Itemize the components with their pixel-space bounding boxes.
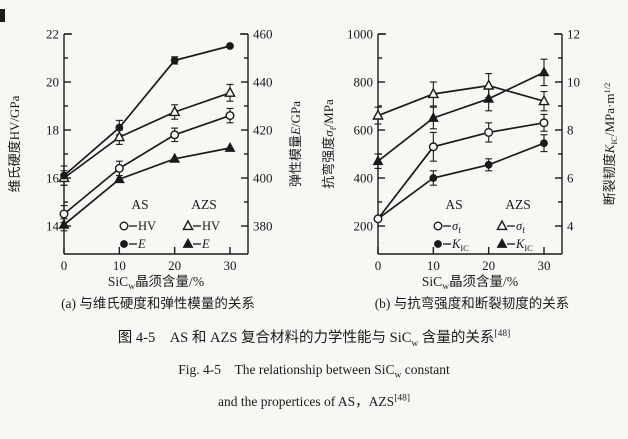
- chart-b-plot: 200 400 600 800 1000 4 6 8 10 12 0 10 20 30 AS σf KIC AZS…: [347, 27, 580, 274]
- chart-b-right-axis-label: 断裂韧度KIC/MPa·m1/2: [602, 83, 619, 206]
- chart-a-panel: 14 16 18 20 22 380 400 420 440 460 0 10 20 30 AS HV E AZS…: [6, 4, 310, 312]
- chart-a-plot: 14 16 18 20 22 380 400 420 440 460 0 10 20 30 AS HV E AZS…: [46, 27, 273, 274]
- svg-text:HV: HV: [202, 219, 220, 233]
- svg-text:KIC: KIC: [515, 237, 533, 253]
- svg-text:6: 6: [567, 171, 574, 186]
- svg-text:8: 8: [567, 123, 574, 138]
- svg-text:16: 16: [46, 171, 60, 186]
- svg-text:E: E: [137, 237, 146, 251]
- svg-text:400: 400: [354, 171, 374, 186]
- svg-text:KIC: KIC: [451, 237, 469, 253]
- chart-b-x-axis-label: SiCw晶须含量/%: [422, 274, 518, 292]
- svg-text:460: 460: [253, 27, 273, 42]
- scan-artifact: [0, 9, 5, 22]
- svg-text:AS: AS: [131, 197, 148, 212]
- svg-text:14: 14: [46, 219, 60, 234]
- svg-text:20: 20: [482, 258, 495, 273]
- figure-4-5: 14 16 18 20 22 380 400 420 440 460 0 10 20 30 AS HV E AZS…: [6, 4, 624, 409]
- chart-b: 200 400 600 800 1000 4 6 8 10 12 0 10 20 30 AS σf KIC AZS…: [321, 27, 619, 293]
- figure-caption-en-line2: and the propertices of AS，AZS[48]: [217, 393, 411, 409]
- svg-text:4: 4: [567, 219, 574, 234]
- svg-text:200: 200: [354, 219, 374, 234]
- figure-caption-en-line1: Fig. 4-5 The relationship between SiCw c…: [178, 361, 450, 381]
- svg-text:AZS: AZS: [505, 197, 531, 212]
- chart-a-x-axis-label: SiCw晶须含量/%: [108, 274, 204, 292]
- svg-text:30: 30: [224, 258, 237, 273]
- chart-a-right-axis-label: 弹性模量E/GPa: [288, 101, 303, 187]
- svg-text:10: 10: [113, 258, 126, 273]
- svg-text:380: 380: [253, 219, 273, 234]
- svg-text:440: 440: [253, 75, 273, 90]
- svg-text:AS: AS: [445, 197, 462, 212]
- svg-text:20: 20: [46, 75, 59, 90]
- svg-text:22: 22: [46, 27, 59, 42]
- svg-text:10: 10: [567, 75, 580, 90]
- svg-text:30: 30: [538, 258, 551, 273]
- chart-b-panel: 200 400 600 800 1000 4 6 8 10 12 0 10 20 30 AS σf KIC AZS…: [320, 4, 624, 312]
- charts-row: 14 16 18 20 22 380 400 420 440 460 0 10 20 30 AS HV E AZS…: [6, 4, 624, 312]
- figure-caption-cn: 图 4-5 AS 和 AZS 复合材料的力学性能与 SiCw 含量的关系[48]: [117, 329, 511, 349]
- svg-text:800: 800: [354, 75, 374, 90]
- svg-text:420: 420: [253, 123, 273, 138]
- svg-text:400: 400: [253, 171, 273, 186]
- chart-b-subcaption: (b) 与抗弯强度和断裂韧度的关系: [374, 296, 570, 311]
- svg-text:20: 20: [168, 258, 181, 273]
- svg-text:12: 12: [567, 27, 580, 42]
- chart-a-left-axis-label: 维氏硬度HV/GPa: [7, 95, 22, 192]
- svg-text:σf: σf: [452, 219, 461, 235]
- svg-text:σf: σf: [516, 219, 525, 235]
- svg-text:0: 0: [61, 258, 68, 273]
- chart-a: 14 16 18 20 22 380 400 420 440 460 0 10 20 30 AS HV E AZS…: [7, 27, 303, 293]
- chart-b-left-axis-label: 抗弯强度σf/MPa: [321, 99, 338, 189]
- chart-a-subcaption: (a) 与维氏硬度和弹性模量的关系: [61, 296, 255, 311]
- svg-text:AZS: AZS: [191, 197, 217, 212]
- svg-text:600: 600: [354, 123, 374, 138]
- svg-text:0: 0: [375, 258, 382, 273]
- svg-text:HV: HV: [138, 219, 156, 233]
- svg-text:E: E: [201, 237, 210, 251]
- svg-text:10: 10: [427, 258, 440, 273]
- svg-text:18: 18: [46, 123, 59, 138]
- svg-text:1000: 1000: [347, 27, 373, 42]
